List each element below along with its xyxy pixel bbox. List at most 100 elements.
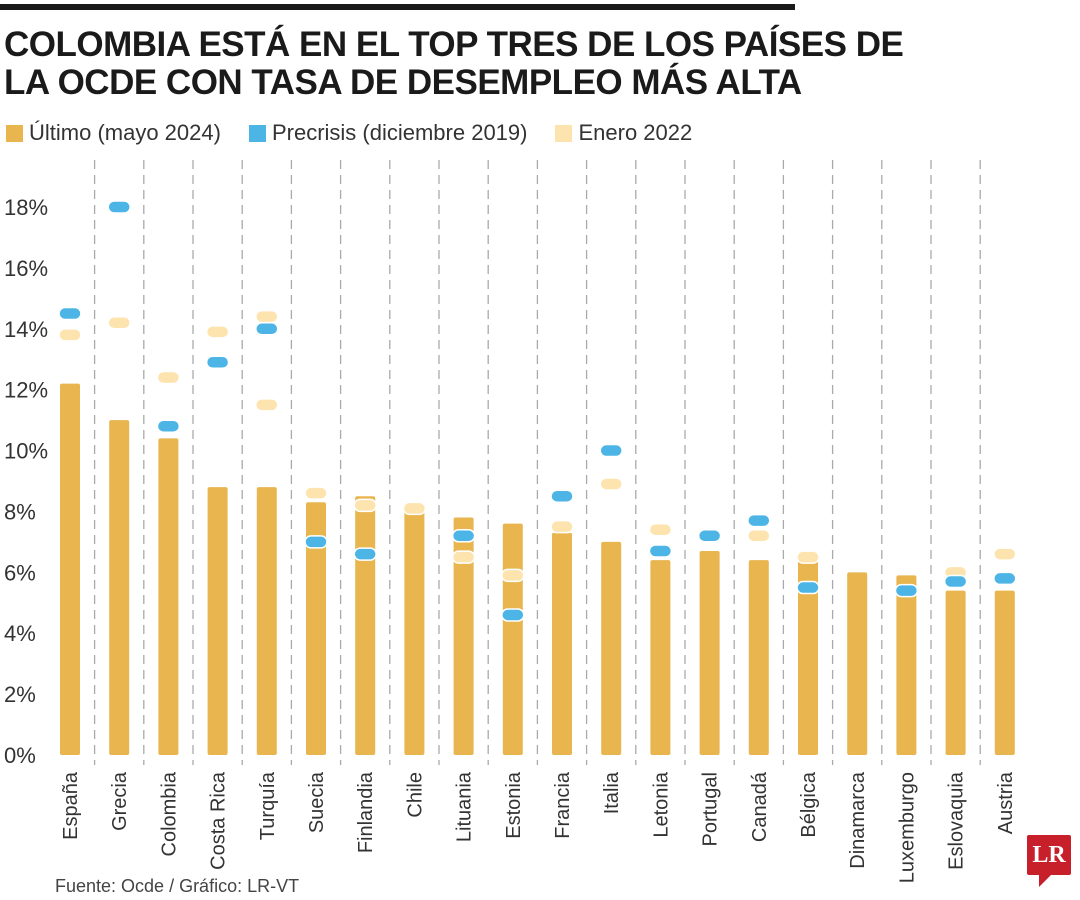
bar-ultimo xyxy=(847,572,868,755)
bar-ultimo xyxy=(798,557,818,755)
dot-precrisis xyxy=(501,608,525,622)
dot-precrisis xyxy=(58,306,82,321)
lr-logo: LR xyxy=(1027,835,1071,887)
x-tick-label: Eslovaquia xyxy=(946,771,968,870)
dot-enero-2022 xyxy=(747,529,771,543)
bar-ultimo xyxy=(355,496,376,755)
top-rule xyxy=(0,4,795,10)
dot-precrisis xyxy=(697,529,722,543)
dot-enero-2022 xyxy=(993,547,1017,561)
x-tick-label: Suecia xyxy=(306,771,328,833)
bar-ultimo xyxy=(699,551,720,755)
x-tick-label: Austria xyxy=(995,771,1017,834)
bar-ultimo xyxy=(552,532,572,755)
y-tick-label: 0% xyxy=(4,743,36,768)
dot-enero-2022 xyxy=(550,519,574,534)
x-tick-label: Colombia xyxy=(158,771,180,856)
bar-ultimo xyxy=(158,438,179,755)
dot-enero-2022 xyxy=(648,522,673,537)
x-tick-label: Turquía xyxy=(257,771,279,840)
bar-ultimo xyxy=(748,560,769,755)
x-tick-label: Canadá xyxy=(749,771,771,842)
x-tick-label: Grecia xyxy=(109,771,131,831)
x-tick-label: Dinamarca xyxy=(847,771,869,869)
legend-swatch xyxy=(6,124,23,142)
x-tick-label: Portugal xyxy=(700,772,722,847)
x-tick-label: Bélgica xyxy=(798,771,820,837)
dot-enero-2022 xyxy=(107,315,131,330)
dot-enero-2022 xyxy=(353,498,377,513)
legend-label: Último (mayo 2024) xyxy=(29,120,221,145)
x-tick-label: Italia xyxy=(601,771,623,814)
legend-label: Precrisis (diciembre 2019) xyxy=(271,120,528,145)
dot-precrisis xyxy=(304,535,328,549)
dot-precrisis xyxy=(255,322,279,336)
dot-enero-2022 xyxy=(205,325,230,339)
bar-ultimo xyxy=(896,575,917,755)
bar-ultimo xyxy=(207,487,228,755)
legend-item-enero: Enero 2022 xyxy=(555,120,692,146)
dot-precrisis xyxy=(599,443,623,458)
bar-ultimo xyxy=(109,420,130,755)
bar-ultimo xyxy=(601,541,622,755)
x-tick-label: España xyxy=(60,771,82,840)
dot-precrisis xyxy=(353,547,377,561)
dot-enero-2022 xyxy=(58,328,82,342)
y-tick-label: 4% xyxy=(4,621,36,646)
dot-enero-2022 xyxy=(501,568,525,583)
y-tick-label: 18% xyxy=(4,195,48,220)
x-tick-label: Costa Rica xyxy=(208,771,230,870)
bar-ultimo xyxy=(650,560,671,755)
dot-enero-2022 xyxy=(402,501,427,516)
y-tick-label: 8% xyxy=(4,499,36,524)
x-tick-label: Luxemburgo xyxy=(896,772,918,883)
legend-item-ultimo: Último (mayo 2024) xyxy=(6,120,221,146)
x-tick-label: Letonia xyxy=(650,771,672,837)
y-tick-label: 14% xyxy=(4,317,48,342)
x-tick-label: Chile xyxy=(404,772,426,818)
bar-ultimo xyxy=(306,502,326,755)
bar-ultimo xyxy=(502,523,523,755)
dot-precrisis xyxy=(205,355,230,370)
dot-enero-2022 xyxy=(255,398,279,412)
legend-item-precrisis: Precrisis (diciembre 2019) xyxy=(248,120,528,146)
bar-ultimo xyxy=(945,590,966,755)
dot-precrisis xyxy=(451,529,476,543)
dot-precrisis xyxy=(156,419,181,433)
chart-title: COLOMBIA ESTÁ EN EL TOP TRES DE LOS PAÍS… xyxy=(4,25,904,102)
x-tick-label: Lituania xyxy=(454,771,476,842)
source-note: Fuente: Ocde / Gráfico: LR-VT xyxy=(55,876,300,896)
legend-swatch xyxy=(555,124,573,142)
x-tick-label: Estonia xyxy=(503,771,525,839)
y-tick-label: 2% xyxy=(4,682,36,707)
dot-precrisis xyxy=(894,583,919,598)
y-tick-label: 6% xyxy=(4,560,36,585)
dot-precrisis xyxy=(107,200,131,214)
y-tick-label: 16% xyxy=(4,256,48,281)
bar-ultimo xyxy=(256,487,277,755)
dot-enero-2022 xyxy=(451,550,476,564)
bar-ultimo xyxy=(60,383,80,755)
legend-swatch xyxy=(248,124,266,142)
x-tick-label: Finlandia xyxy=(355,771,377,853)
dot-precrisis xyxy=(648,544,673,558)
bar-ultimo xyxy=(453,517,474,755)
dot-precrisis xyxy=(747,513,771,528)
x-tick-label: Francia xyxy=(552,771,574,839)
y-tick-label: 12% xyxy=(4,378,48,403)
dot-enero-2022 xyxy=(304,486,328,500)
dot-enero-2022 xyxy=(599,477,623,491)
dot-enero-2022 xyxy=(156,370,181,385)
dot-precrisis xyxy=(943,574,968,589)
bar-ultimo xyxy=(404,508,425,755)
dot-enero-2022 xyxy=(255,309,279,324)
dot-enero-2022 xyxy=(796,550,820,564)
y-tick-label: 10% xyxy=(4,439,48,464)
dot-precrisis xyxy=(993,571,1017,586)
legend: Último (mayo 2024) Precrisis (diciembre … xyxy=(6,120,720,146)
dot-precrisis xyxy=(550,489,574,503)
bar-ultimo xyxy=(994,590,1015,755)
dot-precrisis xyxy=(796,580,820,595)
legend-label: Enero 2022 xyxy=(578,120,693,145)
